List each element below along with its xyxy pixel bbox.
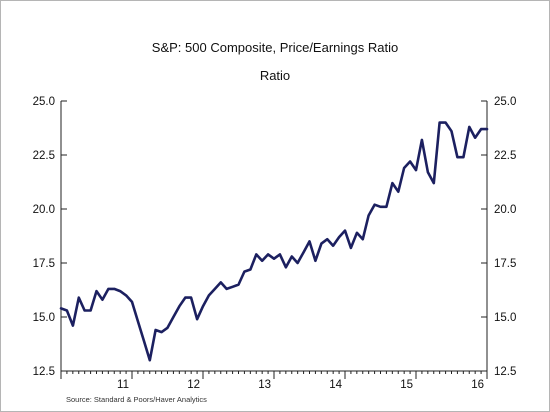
y-tick-label-right: 17.5 [494, 258, 516, 270]
y-tick-label-right: 22.5 [494, 150, 516, 162]
y-tick-label-left: 17.5 [33, 258, 55, 270]
axis-tick-labels: 25.0 25.0 22.5 22.5 20.0 20.0 17.5 17.5 15.0 15.0… [33, 96, 517, 391]
y-tick-label-left: 22.5 [33, 150, 55, 162]
x-tick-label: 15 [400, 379, 413, 391]
pe-ratio-line [59, 121, 489, 362]
source-note: Source: Standard & Poors/Haver Analytics [66, 395, 207, 404]
x-tick-label: 11 [117, 379, 129, 391]
chart-title: S&P: 500 Composite, Price/Earnings Ratio [152, 40, 398, 55]
x-tick-label: 14 [329, 379, 342, 391]
x-tick-label: 16 [471, 379, 484, 391]
y-tick-label-left: 15.0 [33, 312, 55, 324]
y-tick-label-left: 12.5 [33, 366, 55, 378]
y-tick-label-right: 15.0 [494, 312, 516, 324]
y-tick-label-left: 25.0 [33, 96, 55, 108]
x-tick-label: 12 [187, 379, 200, 391]
x-tick-label: 13 [258, 379, 271, 391]
y-tick-label-right: 25.0 [494, 96, 516, 108]
chart-subtitle: Ratio [260, 68, 290, 83]
y-tick-label-left: 20.0 [33, 204, 55, 216]
series-layer [59, 121, 489, 362]
axis-ticks [60, 100, 488, 379]
y-tick-label-right: 20.0 [494, 204, 516, 216]
y-tick-label-right: 12.5 [494, 366, 516, 378]
